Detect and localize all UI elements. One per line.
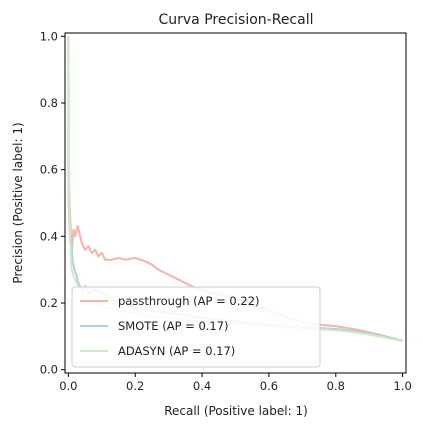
x-axis-ticks: 0.0 0.2 0.4 0.6 0.8 1.0 (59, 373, 412, 393)
chart-title: Curva Precision-Recall (158, 12, 313, 28)
y-tick-label-0: 0.0 (40, 363, 58, 377)
y-axis-ticks: 0.0 0.2 0.4 0.6 0.8 1.0 (40, 29, 65, 377)
x-tick-label-5: 1.0 (394, 379, 412, 393)
x-tick-label-2: 0.4 (193, 379, 211, 393)
legend-label-1: SMOTE (AP = 0.17) (118, 319, 229, 333)
legend-label-0: passthrough (AP = 0.22) (118, 294, 260, 308)
x-tick-label-4: 0.8 (327, 379, 345, 393)
y-tick-label-4: 0.8 (40, 96, 58, 110)
legend-items: passthrough (AP = 0.22) SMOTE (AP = 0.17)… (80, 294, 260, 358)
y-tick-label-2: 0.4 (40, 229, 58, 243)
y-tick-label-5: 1.0 (40, 29, 58, 43)
x-tick-label-1: 0.2 (126, 379, 144, 393)
y-tick-label-1: 0.2 (40, 296, 58, 310)
y-tick-label-3: 0.6 (40, 163, 58, 177)
legend: passthrough (AP = 0.22) SMOTE (AP = 0.17)… (71, 286, 321, 368)
legend-label-2: ADASYN (AP = 0.17) (118, 344, 235, 358)
plot-frame (64, 32, 407, 374)
y-axis-label: Precision (Positive label: 1) (11, 122, 25, 283)
x-tick-label-3: 0.6 (260, 379, 278, 393)
x-axis-label: Recall (Positive label: 1) (164, 404, 308, 418)
x-tick-label-0: 0.0 (59, 379, 77, 393)
legend-box (71, 286, 321, 368)
